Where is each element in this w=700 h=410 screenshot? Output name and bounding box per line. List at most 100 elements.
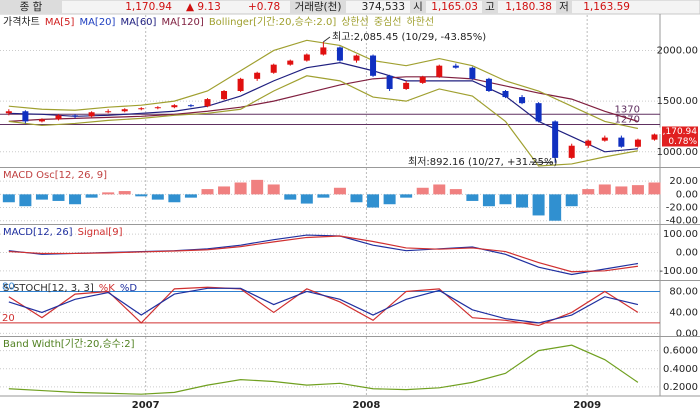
candle-body xyxy=(221,91,228,100)
legend-label: %D xyxy=(120,283,138,294)
candle-body xyxy=(634,139,641,147)
header-label: 고 xyxy=(485,1,495,13)
bar xyxy=(168,194,181,203)
y-tick-label: 0.00 xyxy=(676,328,698,339)
header-label: 거래량(천) xyxy=(295,1,342,13)
legend-label: MACD[12, 26] xyxy=(3,227,73,238)
bar xyxy=(516,194,529,208)
bar xyxy=(267,184,280,195)
candle-body xyxy=(601,137,608,141)
candle-body xyxy=(55,115,62,120)
bar xyxy=(69,194,82,205)
bar xyxy=(85,194,98,198)
legend-label: Bollinger[기간:20,승수:2.0] xyxy=(209,16,337,28)
bar xyxy=(2,194,15,203)
legend-label: %K xyxy=(99,283,116,294)
candle-body xyxy=(121,109,128,112)
candle-body xyxy=(370,55,377,76)
series-line xyxy=(8,75,639,167)
candle-body xyxy=(22,111,29,122)
candle-body xyxy=(519,97,526,104)
y-tick-label: -100.00 xyxy=(659,266,698,277)
candle-body xyxy=(651,134,658,140)
y-tick-label: 0.6000 xyxy=(663,346,698,357)
annotation-arrow xyxy=(529,161,554,164)
x-tick-label: 2008 xyxy=(352,400,380,410)
candle-body xyxy=(254,72,261,79)
header-name: 종 합 xyxy=(20,1,43,13)
candle-body xyxy=(88,112,95,117)
bar xyxy=(35,194,48,200)
bar xyxy=(234,182,247,195)
header-low: 1,163.59 xyxy=(583,1,630,13)
y-tick-label: 40.00 xyxy=(669,307,698,318)
candle-body xyxy=(72,115,79,117)
bar xyxy=(648,182,661,195)
header-cell xyxy=(410,0,426,14)
legend-label: MA[5] xyxy=(45,17,75,28)
bar xyxy=(565,194,578,207)
candle-body xyxy=(320,47,327,55)
bar xyxy=(598,184,611,195)
bar xyxy=(482,194,495,207)
bar xyxy=(466,194,479,201)
bar xyxy=(19,194,32,207)
legend-label: MA[60] xyxy=(120,17,156,28)
candle-body xyxy=(270,64,277,73)
candle-body xyxy=(336,47,343,61)
last-price: 1,170.94 xyxy=(657,127,697,137)
bar xyxy=(201,189,214,195)
legend-label: MA[120] xyxy=(161,17,203,28)
bar xyxy=(284,194,297,200)
annotation: 최저:892.16 (10/27, +31.25%) xyxy=(408,156,558,168)
bar xyxy=(218,186,231,195)
candle-body xyxy=(187,105,194,107)
bar xyxy=(184,194,197,198)
header-bar xyxy=(0,0,700,15)
y-tick-label: 2000.00 xyxy=(657,45,698,56)
series-line xyxy=(8,287,639,324)
candle-body xyxy=(618,137,625,147)
series-line xyxy=(8,76,639,122)
y-tick-label: 1000.00 xyxy=(657,147,698,158)
candle-body xyxy=(204,99,211,107)
candle-body xyxy=(303,54,310,61)
header-change-pct: +0.78 xyxy=(248,1,280,13)
bar xyxy=(383,194,396,205)
y-tick-label: 20.00 xyxy=(669,176,698,187)
bar xyxy=(300,194,313,204)
y-tick-label: -20.00 xyxy=(666,203,698,214)
candle-body xyxy=(138,108,145,110)
level-label: 20 xyxy=(2,313,15,324)
annotation-arrow xyxy=(323,36,331,43)
candle-body xyxy=(38,119,45,122)
y-tick-label: 0.2000 xyxy=(663,382,698,393)
bar xyxy=(333,187,346,195)
candle-body xyxy=(154,107,161,109)
candle-body xyxy=(436,65,443,77)
bar xyxy=(367,194,380,208)
legend-label: Band Width[기간:20,승수:2] xyxy=(3,338,135,350)
bar xyxy=(151,194,164,200)
header-cell xyxy=(0,0,62,14)
bar xyxy=(251,179,264,195)
x-tick-label: 2007 xyxy=(132,400,160,410)
candle-body xyxy=(469,67,476,79)
bar xyxy=(549,194,562,221)
bar xyxy=(350,194,363,203)
header-cell xyxy=(556,0,572,14)
y-tick-label: 0.00 xyxy=(676,248,698,259)
bar xyxy=(400,194,413,198)
candle-body xyxy=(419,76,426,83)
series-line xyxy=(8,344,639,395)
y-tick-label: 80.00 xyxy=(669,286,698,297)
legend-label: Signal[9] xyxy=(78,227,123,238)
legend-label: MA[20] xyxy=(79,17,115,28)
y-tick-label: 1500.00 xyxy=(657,96,698,107)
bar xyxy=(449,189,462,195)
candle-body xyxy=(287,60,294,65)
bar xyxy=(102,192,115,195)
header-cell xyxy=(290,0,346,14)
